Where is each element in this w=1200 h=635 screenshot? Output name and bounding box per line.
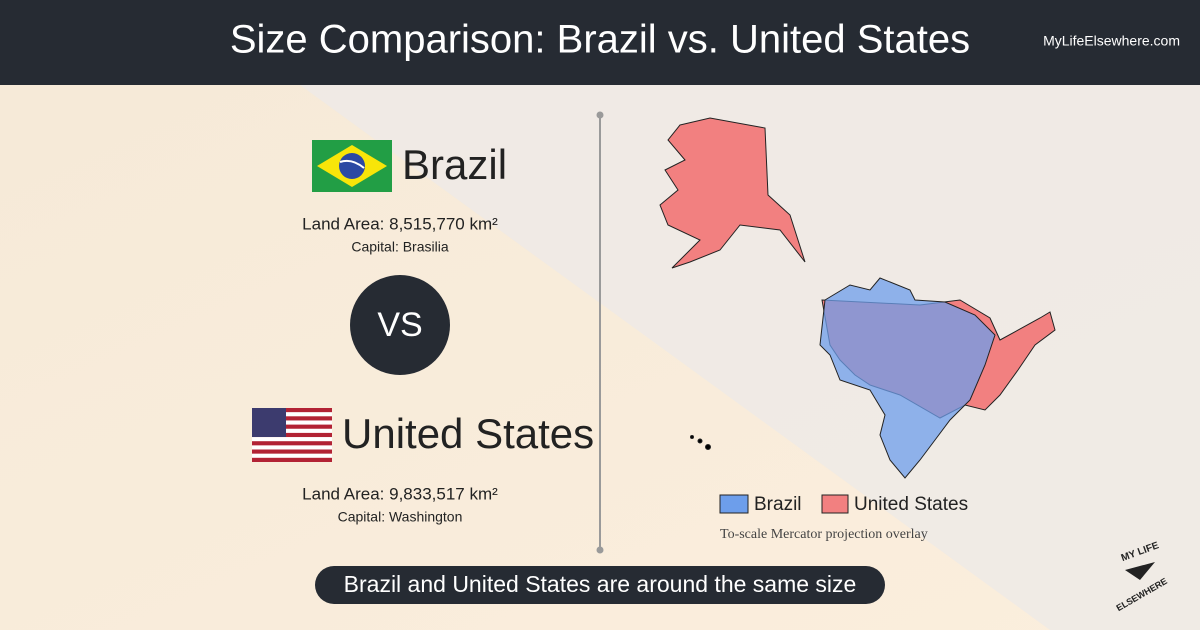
hawaii — [690, 435, 711, 450]
legend-swatch — [821, 494, 849, 514]
land-area: Land Area: 9,833,517 km² — [302, 484, 498, 503]
legend: Brazil United States — [719, 494, 968, 515]
logo-plane — [1125, 562, 1155, 580]
legend-label: United States — [854, 494, 968, 515]
land-area: Land Area: 8,515,770 km² — [302, 214, 498, 233]
country-name: Brazil — [402, 141, 507, 188]
title: Size Comparison: Brazil vs. United State… — [230, 18, 970, 62]
capital: Capital: Brasilia — [351, 239, 448, 255]
background-band — [300, 85, 1200, 630]
footer-text: Brazil and United States are around the … — [344, 571, 857, 597]
vs-badge — [350, 275, 450, 375]
alaska-shape — [659, 117, 806, 269]
header-bar — [0, 0, 1200, 85]
brazil-shape — [819, 277, 996, 479]
map-caption: To-scale Mercator projection overlay — [720, 527, 928, 542]
capital: Capital: Washington — [338, 509, 463, 525]
us-flag — [252, 408, 332, 462]
legend-label: Brazil — [754, 494, 802, 515]
legend-swatch — [719, 494, 749, 514]
vs-text: VS — [377, 306, 422, 344]
divider-end — [596, 111, 604, 119]
country-name: United States — [342, 410, 594, 457]
map — [659, 117, 1056, 479]
footer-pill — [315, 566, 885, 604]
brazil-flag — [312, 140, 392, 192]
divider-end — [596, 546, 604, 554]
site-name: MyLifeElsewhere.com — [1043, 33, 1180, 49]
